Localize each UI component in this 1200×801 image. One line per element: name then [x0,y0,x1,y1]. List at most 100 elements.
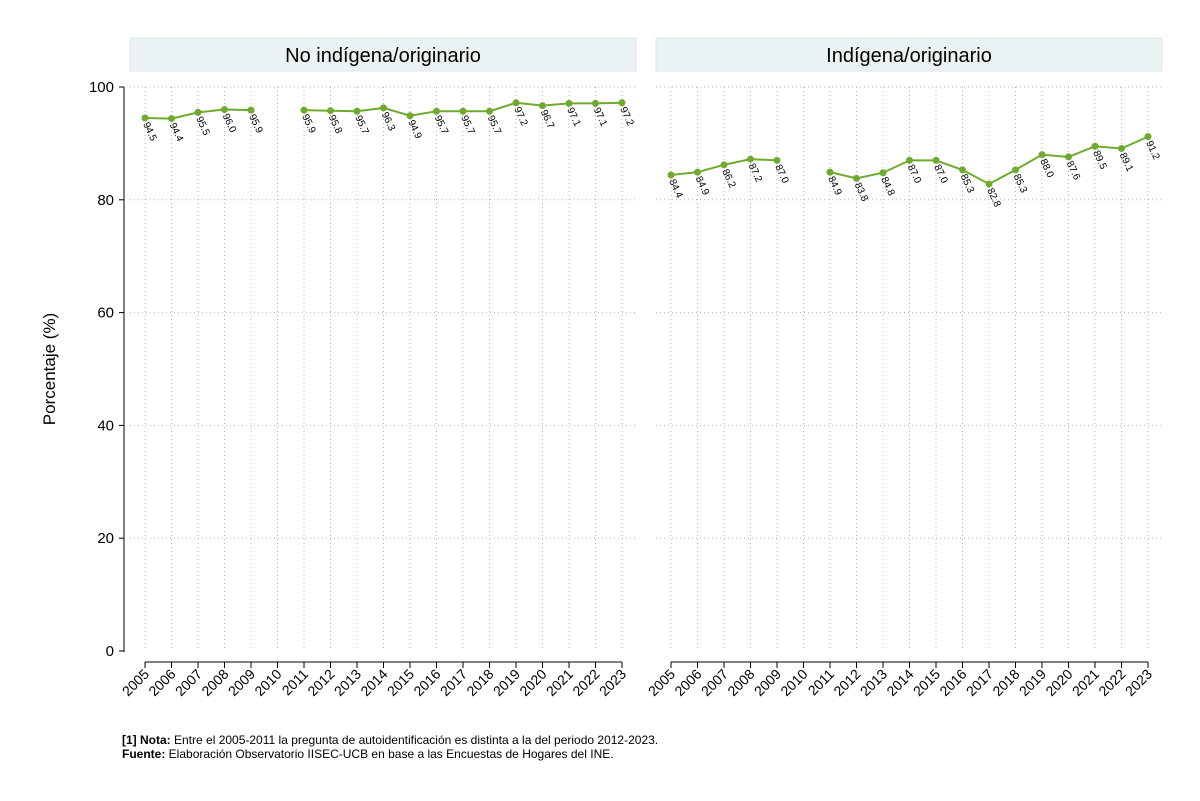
panel-0-header-strip [129,37,637,72]
panel-1-data-label-2015: 87.0 [931,163,949,186]
y-tick-label-20: 20 [97,530,114,547]
panel-1-data-label-2014: 87.0 [905,163,923,186]
panel-0-x-tick-label-2013: 2013 [331,666,364,699]
footnote-fuente: Fuente: Elaboración Observatorio IISEC-U… [122,747,614,761]
panel-1-data-label-2013: 84.8 [878,175,896,198]
panel-1-data-label-2019: 88.0 [1037,157,1055,180]
panel-0-point-2009 [247,106,255,114]
y-axis-title: Porcentaje (%) [40,313,59,425]
panel-1-data-label-2017: 82.8 [984,187,1002,210]
panel-1-point-2012 [853,174,860,182]
y-tick-label-0: 0 [106,643,114,660]
panel-0-point-2007 [194,108,202,116]
panel-0-x-tick-label-2019: 2019 [490,666,523,699]
panel-1-data-label-2022: 89.1 [1117,151,1135,174]
panel-0-data-label-2011: 95.9 [299,113,317,136]
panel-0-point-2021 [565,99,573,107]
panel-0-x-tick-label-2007: 2007 [172,666,205,699]
panel-0-point-2023 [618,99,626,107]
panel-0-x-tick-label-2006: 2006 [145,666,178,699]
panel-0-x-tick-label-2017: 2017 [437,666,470,699]
footnote-nota: [1] Nota: Entre el 2005-2011 la pregunta… [122,733,658,747]
panel-1-x-tick-label-2023: 2023 [1122,666,1155,699]
panel-1-data-label-2023: 91.2 [1143,139,1161,162]
panel-1-point-2013 [879,169,887,177]
panel-1-x-tick-label-2009: 2009 [751,666,784,699]
panel-1-point-2015 [932,156,940,164]
panel-0-data-label-2017: 95.7 [458,114,476,137]
panel-0-point-2015 [406,112,414,120]
nota-text: Entre el 2005-2011 la pregunta de autoid… [170,733,659,747]
panel-1-point-2011 [826,168,834,176]
panel-0-data-label-2006: 94.4 [167,121,185,144]
panel-0-x-tick-label-2020: 2020 [516,666,549,699]
panel-1-x-tick-label-2011: 2011 [805,666,838,699]
panel-1-point-2016 [959,166,966,174]
panel-0-x-tick-label-2021: 2021 [543,666,576,699]
panel-0-point-2006 [168,115,175,123]
fuente-label: Fuente: [122,747,166,761]
panel-0-point-2008 [221,106,228,114]
panel-0-x-tick-label-2018: 2018 [463,666,496,699]
panel-0-x-tick-label-2012: 2012 [304,666,337,699]
panel-0-x-tick-label-2008: 2008 [198,666,231,699]
panel-0-data-label-2021: 97.1 [564,106,582,129]
panel-1-x-tick-label-2013: 2013 [857,666,890,699]
panel-1-point-2021 [1091,142,1099,150]
line-chart: 0 20 40 60 80 100 Porcentaje (%) No indígena/or… [40,37,1163,699]
panel-0-x-tick-label-2009: 2009 [225,666,258,699]
panel-0-x-tick-label-2016: 2016 [410,666,443,699]
panel-1-data-label-2009: 87.0 [772,163,790,186]
panel-1-x-tick-label-2015: 2015 [910,666,943,699]
panel-1-x-tick-label-2006: 2006 [671,666,704,699]
panel-0-x-tick-label-2014: 2014 [357,666,390,699]
panel-0-x-tick-label-2022: 2022 [569,666,602,699]
y-tick-label-80: 80 [97,192,114,209]
panel-0-point-2017 [459,107,467,115]
panel-0-data-label-2015: 94.9 [405,118,423,141]
panel-1-x-tick-label-2007: 2007 [698,666,731,699]
panel-0-point-2013 [353,107,361,115]
panel-0-title: No indígena/originario [285,45,481,67]
panel-1-point-2007 [720,161,728,169]
panel-1-data-label-2012: 83.8 [852,181,870,204]
panel-1-x-tick-label-2021: 2021 [1069,666,1102,699]
panel-1-x-tick-label-2005: 2005 [645,666,678,699]
fuente-text: Elaboración Observatorio IISEC-UCB en ba… [165,747,614,761]
panel-0-data-label-2016: 95.7 [432,114,450,137]
panel-1-data-label-2020: 87.6 [1064,160,1082,183]
panel-1-point-2017 [985,180,993,188]
panel-1-point-2019 [1038,151,1046,159]
panel-0-point-2011 [300,106,308,114]
panel-1-point-2014 [906,156,913,164]
panel-0-data-label-2009: 95.9 [246,113,264,136]
panel-1-point-2005 [667,171,675,179]
panel-0-x-tick-label-2010: 2010 [251,666,284,699]
panel-0-data-label-2013: 95.7 [352,114,370,137]
panel-1-x-tick-label-2012: 2012 [830,666,863,699]
panel-1-point-2009 [773,156,781,164]
panel-0-x-tick-label-2023: 2023 [596,666,629,699]
panel-1-point-2022 [1118,144,1125,152]
panel-1-x-tick-label-2020: 2020 [1042,666,1075,699]
panel-1-x-tick-label-2018: 2018 [989,666,1022,699]
panel-1-data-label-2007: 86.2 [719,167,737,190]
panel-0-point-2016 [433,107,440,115]
panel-0-point-2018 [486,107,493,115]
panel-0-data-label-2014: 96.3 [379,110,397,133]
panel-0-data-label-2008: 96.0 [220,112,238,135]
panel-1-x-tick-label-2010: 2010 [777,666,810,699]
panel-0-data-label-2012: 95.8 [326,113,344,136]
panel-1-point-2006 [694,168,701,176]
panel-0-x-tick-label-2005: 2005 [119,666,152,699]
y-tick-label-40: 40 [97,417,114,434]
panel-0-point-2022 [592,99,599,107]
panel-0-point-2005 [141,114,149,122]
panel-1-x-tick-label-2016: 2016 [936,666,969,699]
panel-1-x-tick-label-2008: 2008 [724,666,757,699]
panel-1-point-2020 [1065,153,1072,161]
panel-0-data-label-2005: 94.5 [140,121,158,144]
panel-1-point-2018 [1012,166,1019,174]
panel-1-x-tick-label-2019: 2019 [1016,666,1049,699]
